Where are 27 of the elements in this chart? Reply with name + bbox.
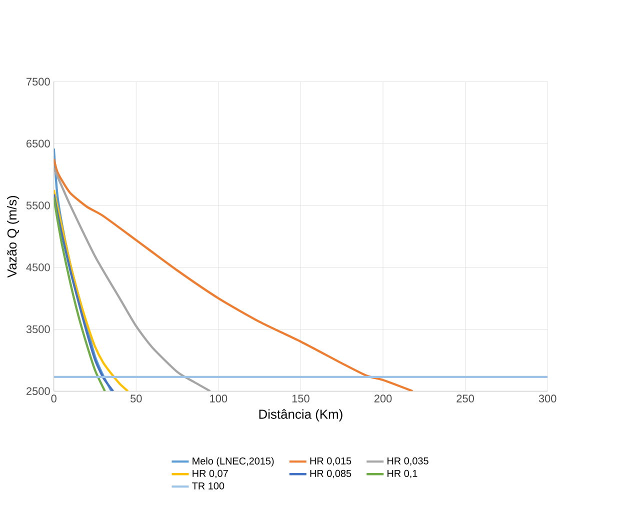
- y-tick-label: 3500: [26, 325, 50, 333]
- legend-label: Melo (LNEC,2015): [192, 457, 274, 466]
- x-tick-label: 200: [374, 394, 392, 402]
- y-axis-title: Vazão Q (m/s): [7, 196, 20, 278]
- legend-label: HR 0,035: [388, 457, 428, 466]
- line-series: [54, 196, 106, 391]
- x-tick-label: 50: [130, 394, 142, 402]
- line-series: [54, 167, 212, 391]
- x-tick-label: 100: [210, 394, 228, 402]
- y-tick-label: 4500: [26, 263, 50, 272]
- y-tick-label: 2500: [26, 387, 50, 395]
- x-axis-title: Distância (Km): [259, 409, 342, 422]
- y-tick-label: 7500: [26, 78, 50, 86]
- x-tick-label: 0: [51, 394, 56, 402]
- line-series: [54, 158, 414, 391]
- y-tick-label: 5500: [26, 201, 50, 210]
- x-tick-label: 150: [292, 394, 310, 402]
- legend-label: TR 100: [192, 482, 224, 490]
- legend-label: HR 0,07: [192, 470, 228, 478]
- line-series: [54, 188, 130, 391]
- x-tick-label: 250: [456, 394, 474, 402]
- line-series: [54, 193, 114, 391]
- x-tick-label: 300: [538, 394, 556, 402]
- legend-label: HR 0,1: [388, 470, 418, 478]
- legend-label: HR 0,015: [310, 457, 352, 466]
- legend-label: HR 0,085: [310, 470, 352, 478]
- y-tick-label: 6500: [26, 140, 50, 148]
